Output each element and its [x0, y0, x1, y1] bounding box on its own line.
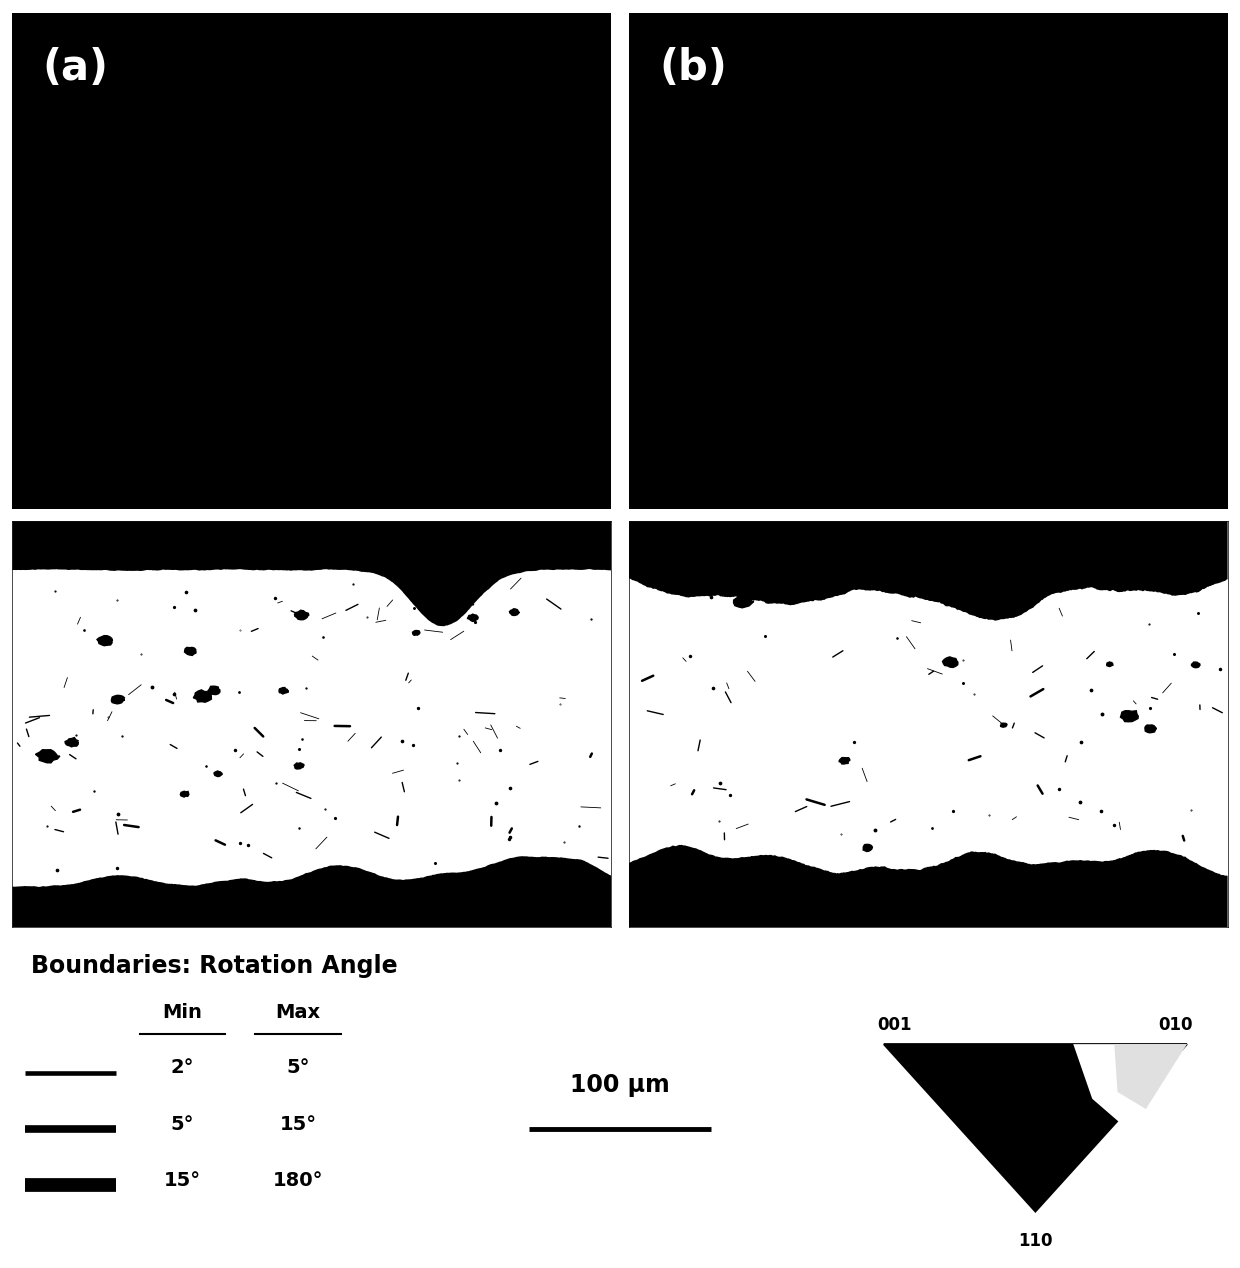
Polygon shape — [629, 521, 1228, 620]
Text: 5°: 5° — [286, 1059, 310, 1078]
Polygon shape — [734, 596, 754, 607]
Polygon shape — [185, 648, 196, 656]
Polygon shape — [884, 1044, 1187, 1211]
Text: 15°: 15° — [279, 1115, 316, 1134]
Polygon shape — [863, 844, 873, 852]
Polygon shape — [1001, 723, 1007, 728]
Text: 5°: 5° — [171, 1115, 195, 1134]
Text: Max: Max — [275, 1003, 320, 1022]
Polygon shape — [1106, 662, 1112, 667]
Polygon shape — [12, 856, 611, 927]
Polygon shape — [208, 686, 221, 695]
Text: Boundaries: Rotation Angle: Boundaries: Rotation Angle — [31, 954, 397, 978]
Polygon shape — [510, 609, 520, 615]
Text: 001: 001 — [878, 1016, 913, 1033]
Polygon shape — [215, 771, 222, 776]
Text: 100 μm: 100 μm — [570, 1074, 670, 1097]
Polygon shape — [294, 763, 304, 768]
Polygon shape — [787, 600, 795, 605]
Polygon shape — [279, 687, 289, 694]
Polygon shape — [1115, 1044, 1187, 1110]
Polygon shape — [1074, 1044, 1187, 1126]
Polygon shape — [36, 749, 60, 763]
Polygon shape — [942, 657, 959, 667]
Polygon shape — [413, 630, 420, 635]
Polygon shape — [467, 614, 479, 621]
Text: 15°: 15° — [164, 1170, 201, 1189]
Text: 180°: 180° — [273, 1170, 324, 1189]
Polygon shape — [295, 610, 309, 620]
Polygon shape — [629, 844, 1228, 927]
Text: 010: 010 — [1158, 1016, 1193, 1033]
Polygon shape — [839, 757, 849, 765]
Text: 110: 110 — [1018, 1232, 1053, 1250]
Text: 2°: 2° — [171, 1059, 195, 1078]
Polygon shape — [193, 690, 212, 702]
Text: (a): (a) — [42, 47, 108, 90]
Polygon shape — [112, 695, 125, 704]
Polygon shape — [64, 738, 78, 747]
Polygon shape — [1192, 662, 1200, 668]
Polygon shape — [97, 635, 113, 645]
Polygon shape — [1145, 725, 1157, 733]
Polygon shape — [180, 791, 188, 798]
Polygon shape — [1121, 711, 1138, 721]
Text: (b): (b) — [658, 47, 727, 90]
Text: Min: Min — [162, 1003, 202, 1022]
Polygon shape — [12, 521, 611, 626]
